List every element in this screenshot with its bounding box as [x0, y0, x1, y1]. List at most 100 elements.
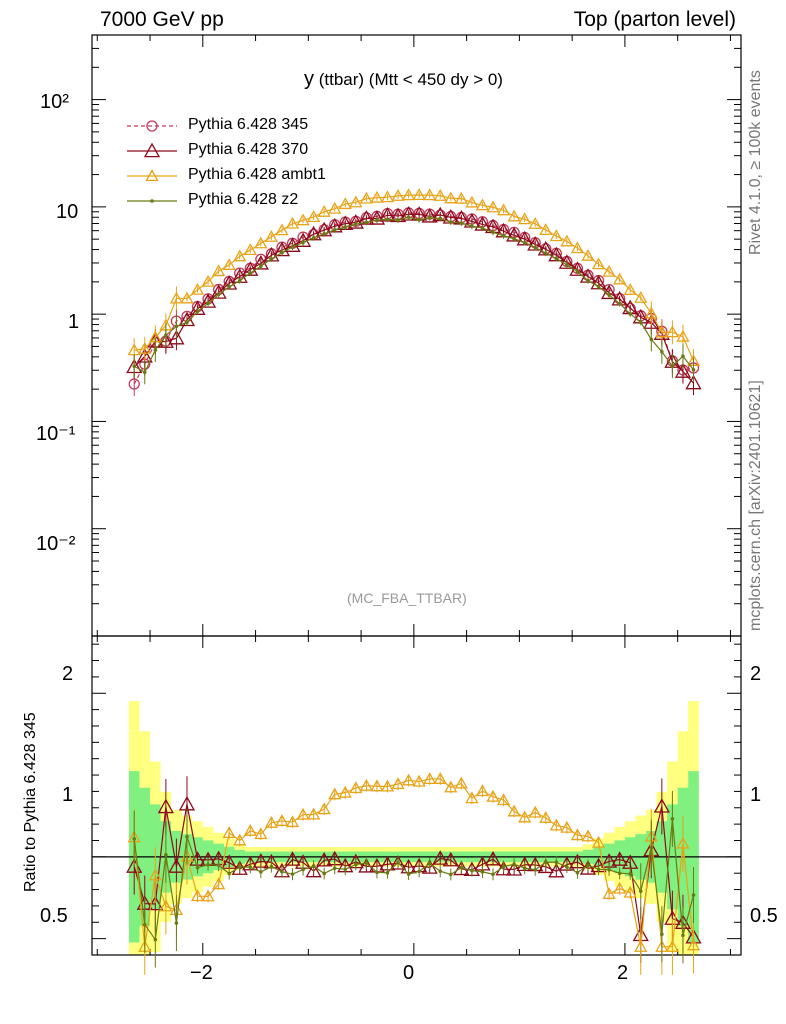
ratio-panel-frame: [91, 635, 742, 956]
ratio-point: [222, 826, 236, 839]
point: [275, 223, 289, 236]
ratio-point: [539, 811, 553, 823]
point: [570, 241, 585, 254]
ratio-point: [159, 899, 173, 912]
ratio-point: [686, 938, 701, 951]
ratio-point: [602, 887, 616, 899]
point: [190, 282, 205, 295]
series-ambt1: [127, 188, 701, 373]
point: [264, 229, 279, 242]
series-z2: [132, 214, 696, 385]
ratio-series-line: [133, 778, 695, 948]
ratio-tick-left-1: 1: [62, 784, 74, 806]
uncertainty-bands: [128, 701, 699, 955]
ratio-tick-right-0.5: 0.5: [750, 905, 778, 927]
series-line: [133, 213, 694, 384]
ratio-point: [305, 862, 322, 878]
point: [233, 249, 247, 262]
legend-marker-p370: [143, 142, 161, 158]
ratio-point: [475, 784, 490, 797]
x-tick-label-2: 2: [617, 962, 629, 984]
point: [243, 243, 257, 256]
point: [591, 257, 606, 270]
ratio-point: [284, 851, 301, 866]
y-tick-label-1e-1: 10⁻¹: [36, 423, 76, 445]
ratio-point: [389, 855, 407, 870]
ratio-point: [591, 835, 606, 848]
chart-title: y (ttbar) (Mtt < 450 dy > 0): [304, 68, 503, 91]
ratio-point: [507, 804, 521, 817]
ratio-point: [613, 881, 627, 894]
ratio-point: [275, 814, 289, 826]
legend-marker-p345: [146, 120, 158, 132]
point: [128, 378, 140, 390]
ratio-point: [486, 789, 500, 802]
point: [168, 329, 185, 345]
ratio-band-outer: [128, 701, 699, 955]
ratio-point: [157, 798, 174, 814]
point: [581, 248, 595, 261]
ratio-point: [148, 868, 162, 881]
point: [254, 236, 268, 249]
ratio-point: [243, 823, 257, 836]
x-tick-label-neg2: −2: [190, 962, 213, 984]
ratio-point: [528, 805, 542, 818]
point: [623, 283, 637, 295]
chart-title-main: y: [304, 68, 314, 90]
series-line: [133, 212, 694, 385]
point: [560, 234, 574, 247]
legend-marker-ambt1: [145, 169, 159, 182]
header-right: Top (parton level): [573, 8, 736, 31]
legend: [127, 120, 177, 203]
axis-ticks: [92, 34, 741, 955]
point: [328, 201, 342, 214]
point: [674, 363, 692, 378]
ratio-series-line: [133, 818, 695, 942]
header-left: 7000 GeV pp: [100, 8, 224, 31]
point: [412, 188, 426, 201]
point: [602, 264, 616, 277]
ratio-point: [168, 858, 185, 873]
point: [507, 209, 521, 222]
point: [307, 210, 321, 223]
point: [549, 229, 563, 242]
ratio-point: [233, 833, 247, 846]
ratio-series-z2: [132, 790, 696, 968]
ratio-point: [307, 807, 321, 820]
point: [558, 254, 575, 269]
point: [685, 374, 702, 390]
point: [634, 290, 648, 303]
ratio-point: [317, 802, 331, 815]
ratio-point: [190, 889, 205, 902]
ratio-point: [231, 860, 248, 875]
analysis-label: (MC_FBA_TTBAR): [347, 590, 467, 606]
ratio-point: [465, 791, 479, 804]
mcplots-label: mcplots.cern.ch [arXiv:2401.10621]: [747, 380, 764, 631]
ratio-point: [212, 877, 226, 890]
legend-label-ambt1: Pythia 6.428 ambt1: [188, 166, 326, 183]
y-tick-label-100: 10²: [40, 91, 69, 113]
ratio-point: [484, 850, 502, 866]
legend-marker-z2: [150, 199, 154, 203]
point: [222, 258, 236, 270]
point: [212, 264, 226, 277]
ratio-point: [432, 850, 449, 865]
point: [138, 341, 152, 354]
point: [539, 223, 553, 236]
point: [201, 274, 215, 287]
y-tick-label-10: 10: [56, 201, 79, 223]
point: [644, 306, 658, 319]
ratio-point: [570, 828, 585, 841]
ratio-tick-left-0.5: 0.5: [40, 905, 68, 927]
ratio-point: [454, 776, 468, 789]
data-series: [126, 188, 702, 975]
ratio-tick-right-1: 1: [750, 784, 762, 806]
ratio-tick-right-2: 2: [750, 663, 762, 685]
series-line: [133, 216, 694, 374]
legend-label-p370: Pythia 6.428 370: [188, 141, 309, 158]
ratio-point: [518, 810, 532, 823]
ratio-point: [611, 851, 628, 866]
point: [613, 272, 627, 285]
legend-label-p345: Pythia 6.428 345: [188, 116, 309, 133]
